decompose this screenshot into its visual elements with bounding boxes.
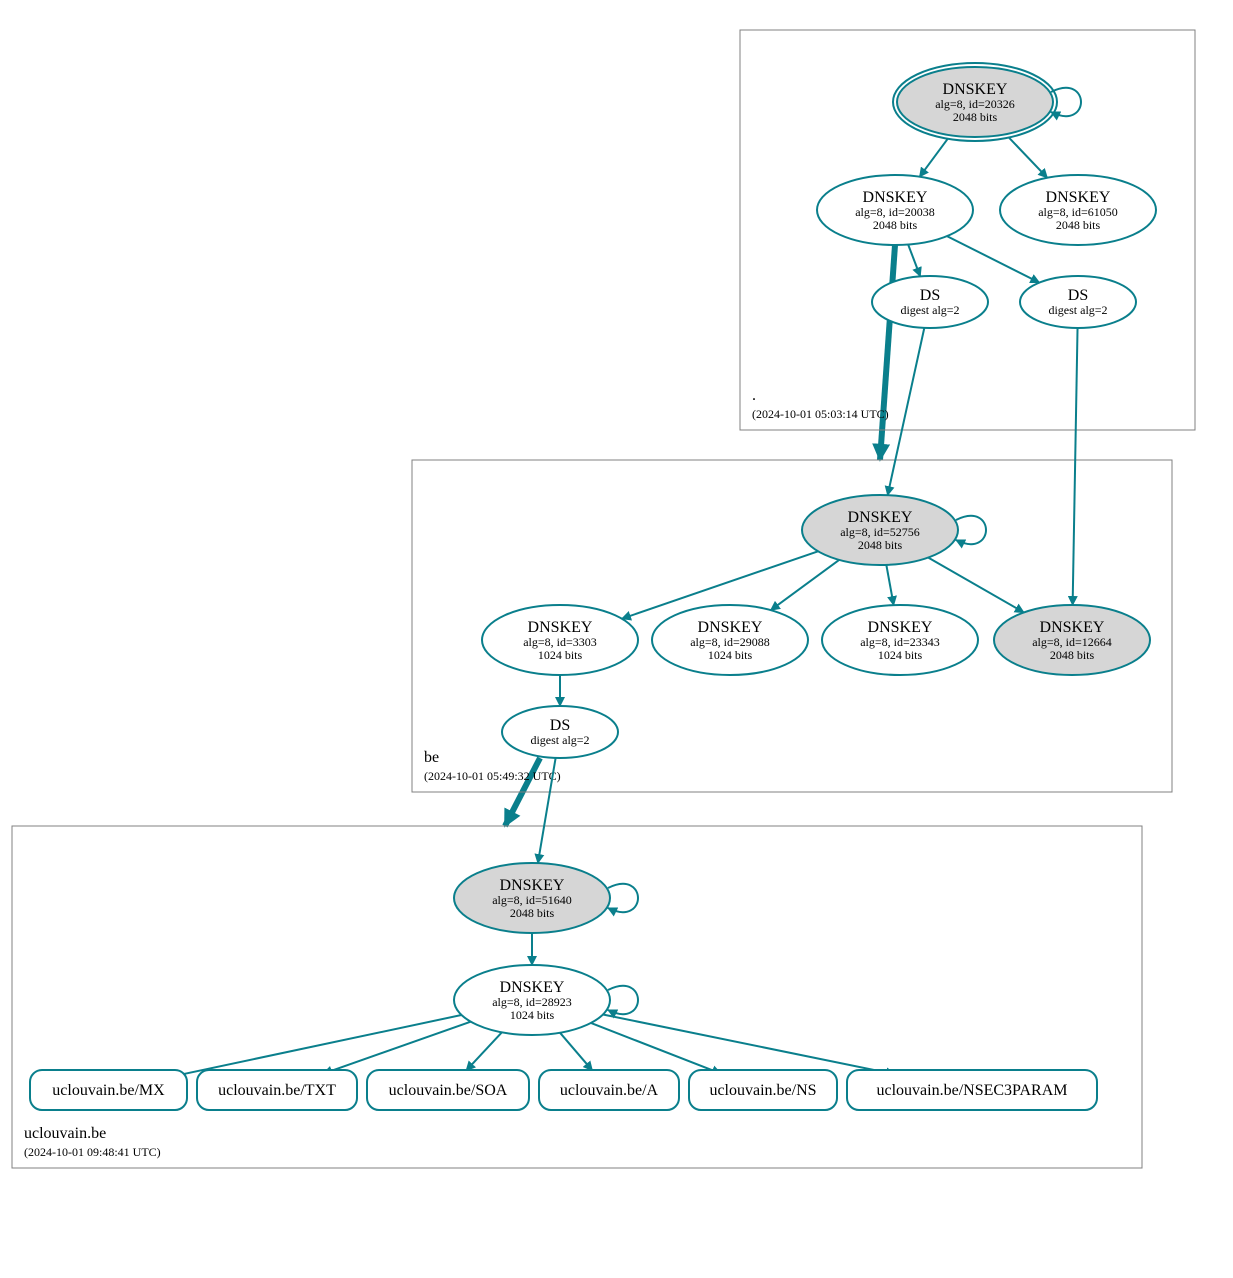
signs-edge — [591, 1023, 721, 1074]
node-detail: alg=8, id=12664 — [1032, 635, 1112, 649]
zone-timestamp: (2024-10-01 05:03:14 UTC) — [752, 407, 889, 421]
node-title: DNSKEY — [848, 509, 913, 526]
node-title: DNSKEY — [698, 619, 763, 636]
zone-timestamp: (2024-10-01 09:48:41 UTC) — [24, 1145, 161, 1159]
signs-edge — [169, 1015, 462, 1077]
zone-label: . — [752, 387, 756, 404]
signs-edge — [466, 1032, 502, 1070]
self-sign-edge — [956, 516, 986, 544]
node-detail: alg=8, id=52756 — [840, 525, 920, 539]
rrset-label: uclouvain.be/NS — [709, 1082, 816, 1099]
node-be_zsk2: DNSKEYalg=8, id=290881024 bits — [652, 605, 808, 675]
node-root_ksk: DNSKEYalg=8, id=203262048 bits — [893, 63, 1081, 141]
dnssec-diagram: . (2024-10-01 05:03:14 UTC) be (2024-10-01 … — [0, 0, 1233, 1278]
rrset-label: uclouvain.be/TXT — [218, 1082, 336, 1099]
signs-edge — [888, 328, 925, 495]
node-title: DNSKEY — [943, 81, 1008, 98]
node-bits: 2048 bits — [953, 110, 998, 124]
node-be_ds: DSdigest alg=2 — [502, 706, 618, 758]
node-bits: 2048 bits — [1056, 218, 1101, 232]
rrset-label: uclouvain.be/SOA — [389, 1082, 508, 1099]
rrset-label: uclouvain.be/NSEC3PARAM — [877, 1082, 1068, 1099]
node-bits: 1024 bits — [538, 648, 583, 662]
delegation-edge — [880, 245, 895, 460]
node-bits: 2048 bits — [1050, 648, 1095, 662]
rrset-label: uclouvain.be/A — [560, 1082, 659, 1099]
self-sign-edge — [608, 884, 638, 912]
node-title: DNSKEY — [528, 619, 593, 636]
node-bits: 1024 bits — [708, 648, 753, 662]
signs-edge — [908, 245, 920, 277]
zone-timestamp: (2024-10-01 05:49:32 UTC) — [424, 769, 561, 783]
node-be_zsk4: DNSKEYalg=8, id=126642048 bits — [994, 605, 1150, 675]
node-detail: digest alg=2 — [530, 733, 589, 747]
node-title: DS — [920, 287, 940, 304]
node-be_ksk: DNSKEYalg=8, id=527562048 bits — [802, 495, 986, 565]
node-bits: 2048 bits — [858, 538, 903, 552]
signs-edge — [1006, 134, 1048, 178]
node-root_zsk1: DNSKEYalg=8, id=200382048 bits — [817, 175, 973, 245]
signs-edge — [771, 560, 840, 610]
signs-edge — [928, 558, 1024, 613]
node-detail: alg=8, id=61050 — [1038, 205, 1118, 219]
node-bits: 1024 bits — [878, 648, 923, 662]
node-ucl_zsk: DNSKEYalg=8, id=289231024 bits — [454, 965, 638, 1035]
signs-edge — [1073, 328, 1078, 605]
node-ucl_ksk: DNSKEYalg=8, id=516402048 bits — [454, 863, 638, 933]
node-bits: 2048 bits — [510, 906, 555, 920]
rrset-label: uclouvain.be/MX — [52, 1082, 165, 1099]
node-bits: 2048 bits — [873, 218, 918, 232]
node-root_ds1: DSdigest alg=2 — [872, 276, 988, 328]
node-detail: alg=8, id=20038 — [855, 205, 935, 219]
node-title: DNSKEY — [500, 979, 565, 996]
node-title: DNSKEY — [863, 189, 928, 206]
node-bits: 1024 bits — [510, 1008, 555, 1022]
node-title: DNSKEY — [868, 619, 933, 636]
signs-edge — [947, 236, 1039, 282]
node-title: DNSKEY — [1046, 189, 1111, 206]
node-title: DNSKEY — [1040, 619, 1105, 636]
node-detail: digest alg=2 — [900, 303, 959, 317]
node-detail: alg=8, id=20326 — [935, 97, 1015, 111]
node-title: DS — [550, 717, 570, 734]
node-detail: alg=8, id=51640 — [492, 893, 572, 907]
node-title: DNSKEY — [500, 877, 565, 894]
node-root_ds2: DSdigest alg=2 — [1020, 276, 1136, 328]
signs-edge — [886, 565, 893, 605]
node-be_zsk3: DNSKEYalg=8, id=233431024 bits — [822, 605, 978, 675]
node-detail: alg=8, id=28923 — [492, 995, 572, 1009]
zone-label: uclouvain.be — [24, 1125, 106, 1142]
self-sign-edge — [608, 986, 638, 1014]
node-root_zsk2: DNSKEYalg=8, id=610502048 bits — [1000, 175, 1156, 245]
node-detail: alg=8, id=23343 — [860, 635, 940, 649]
node-detail: digest alg=2 — [1048, 303, 1107, 317]
signs-edge — [560, 1033, 592, 1071]
node-detail: alg=8, id=3303 — [523, 635, 597, 649]
signs-edge — [920, 135, 951, 177]
node-title: DS — [1068, 287, 1088, 304]
node-be_zsk1: DNSKEYalg=8, id=33031024 bits — [482, 605, 638, 675]
zone-label: be — [424, 749, 439, 766]
node-detail: alg=8, id=29088 — [690, 635, 770, 649]
